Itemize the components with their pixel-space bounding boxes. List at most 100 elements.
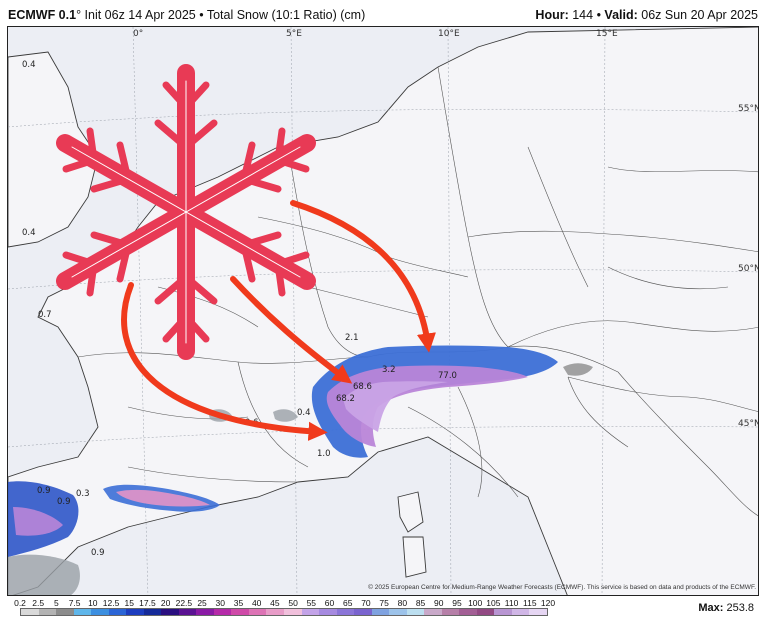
legend-tick-label: 17.5	[139, 598, 156, 608]
arrow-icon	[230, 276, 353, 384]
max-value: Max: 253.8	[698, 602, 754, 614]
legend-swatch	[354, 609, 372, 615]
legend-swatch	[336, 609, 355, 615]
snow-map[interactable]: 0° 5°E 10°E 15°E 55°N 50°N 45°N 0.4 0.4 …	[7, 26, 759, 596]
legend-swatch	[143, 609, 162, 615]
legend-tick-label: 2.5	[32, 598, 45, 608]
header-time: Hour: 144 • Valid: 06z Sun 20 Apr 2025	[535, 8, 758, 22]
map-canvas: 0° 5°E 10°E 15°E 55°N 50°N 45°N 0.4 0.4 …	[8, 27, 759, 595]
legend-tick-label: 55	[306, 598, 317, 608]
legend-tick-label: 90	[434, 598, 444, 608]
legend-tick-label: 65	[342, 598, 353, 608]
legend-tick-label: 120	[540, 598, 556, 608]
lon-label-0: 0°	[133, 29, 143, 39]
snow-value: 0.4	[22, 60, 36, 70]
snow-value: 0.4	[22, 228, 36, 238]
legend-swatch	[21, 609, 39, 615]
legend-tick-label: 22.5	[175, 598, 193, 608]
legend-swatch	[73, 609, 92, 615]
legend-swatch	[266, 609, 284, 615]
legend-swatch	[213, 609, 232, 615]
legend-swatch	[319, 609, 337, 615]
legend-swatch	[424, 609, 442, 615]
legend-tick-label: 110	[504, 598, 519, 608]
snow-value: 1.0	[317, 449, 331, 459]
model-name: ECMWF 0.1	[8, 8, 77, 22]
legend-swatch	[196, 609, 214, 615]
arrow-icon	[290, 200, 436, 353]
legend-tick-label: 5	[54, 598, 59, 608]
snow-value: 3.2	[382, 365, 396, 375]
legend-tick-label: 30	[215, 598, 225, 608]
legend-tick-label: 7.5	[68, 598, 81, 608]
legend-swatch	[476, 609, 495, 615]
valid-label: Valid:	[604, 8, 638, 22]
legend-swatch	[301, 609, 320, 615]
legend-tick-label: 20	[160, 598, 171, 608]
legend-color-bar	[20, 608, 548, 616]
legend-swatch	[91, 609, 109, 615]
product-name: Total Snow (10:1 Ratio) (cm)	[206, 8, 366, 22]
snowflake-icon	[56, 64, 316, 360]
lon-label-5e: 5°E	[286, 29, 302, 39]
lat-label-45n: 45°N	[738, 419, 759, 429]
legend-tick-label: 70	[361, 598, 371, 608]
hour-value: 144	[568, 8, 594, 22]
legend-swatch	[529, 609, 547, 615]
legend-swatch	[231, 609, 249, 615]
legend-swatch	[283, 609, 302, 615]
legend-swatch	[441, 609, 460, 615]
legend-tick-label: 12.5	[102, 598, 120, 608]
legend-swatch	[459, 609, 477, 615]
legend-tick-label: 35	[233, 598, 244, 608]
snow-value: 0.9	[37, 486, 51, 496]
lat-label-55n: 55°N	[738, 104, 759, 114]
legend-tick-label: 10	[88, 598, 98, 608]
snow-value-labels: 0.4 0.4 0.7 0.6 0.4 2.1 3.2 68.6 68.2 1.…	[22, 60, 457, 558]
snow-value: 77.0	[438, 371, 457, 381]
degree-sign: °	[76, 8, 82, 22]
legend-tick-label: 25	[197, 598, 207, 608]
legend-swatch	[248, 609, 267, 615]
legend-tick-label: 60	[324, 598, 335, 608]
legend-tick-label: 95	[452, 598, 462, 608]
valid-value: 06z Sun 20 Apr 2025	[637, 8, 758, 22]
snow-value: 0.4	[297, 408, 311, 418]
snow-shading	[8, 345, 593, 595]
legend-tick-label: 115	[523, 598, 537, 608]
legend-swatch	[38, 609, 57, 615]
map-header: ECMWF 0.1° Init 06z 14 Apr 2025 • Total …	[0, 0, 768, 26]
direction-arrows	[121, 200, 436, 441]
legend-swatch	[511, 609, 530, 615]
legend-tick-label: 105	[486, 598, 501, 608]
snow-value: 2.1	[345, 333, 359, 343]
snow-value: 0.7	[38, 310, 52, 320]
legend-swatch	[108, 609, 127, 615]
legend-swatch	[406, 609, 425, 615]
arrow-icon	[121, 282, 328, 441]
legend-tick-label: 15	[124, 598, 134, 608]
lon-label-10e: 10°E	[438, 29, 460, 39]
copyright-notice: © 2025 European Centre for Medium-Range …	[368, 584, 756, 591]
legend-swatch	[126, 609, 144, 615]
legend-tick-label: 80	[397, 598, 408, 608]
legend-swatch	[161, 609, 179, 615]
hour-label: Hour:	[535, 8, 569, 22]
legend-tick-label: 75	[379, 598, 389, 608]
max-label: Max:	[698, 602, 724, 614]
snow-value: 0.3	[76, 489, 90, 499]
init-time: Init 06z 14 Apr 2025	[81, 8, 196, 22]
snow-value: 68.6	[353, 382, 372, 392]
legend-swatch	[178, 609, 197, 615]
graticule	[8, 27, 758, 595]
legend-tick-label: 40	[251, 598, 262, 608]
legend-tick-label: 50	[288, 598, 298, 608]
separator-bullet: •	[195, 8, 207, 22]
color-legend: 0.2 2.5 5 7.5 10 12.5 15 17.5 20 22.5 25 30 35 40 45 50…	[14, 598, 580, 628]
legend-swatch	[56, 609, 74, 615]
lat-label-50n: 50°N	[738, 264, 759, 274]
lon-label-15e: 15°E	[596, 29, 618, 39]
land-masses	[8, 27, 758, 595]
legend-ticks: 0.2 2.5 5 7.5 10 12.5 15 17.5 20 22.5 25 30 35 40 45 50…	[14, 598, 560, 608]
legend-tick-label: 85	[415, 598, 426, 608]
